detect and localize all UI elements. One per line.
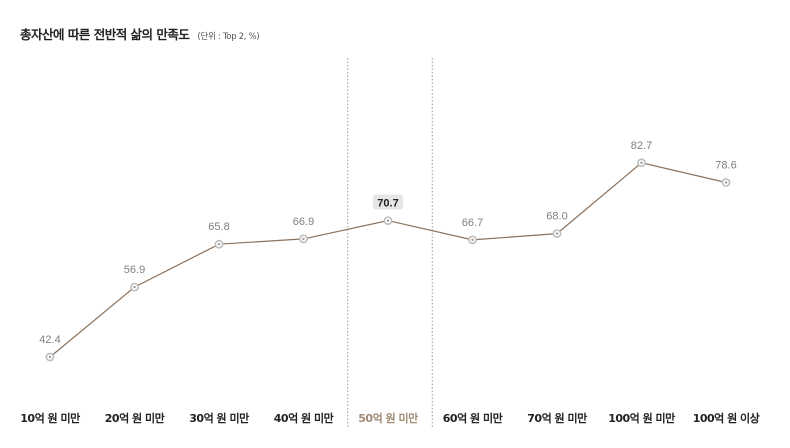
value-label: 56.9 (124, 264, 145, 276)
chart-header: 총자산에 따른 전반적 삶의 만족도 (단위 : Top 2, %) (20, 24, 260, 43)
highlight-label-bg (373, 194, 403, 210)
category-label: 20억 원 미만 (105, 411, 165, 425)
value-label: 66.7 (462, 217, 483, 229)
category-label: 100억 원 미만 (608, 411, 675, 425)
data-point-center (133, 285, 136, 289)
value-label: 66.9 (293, 216, 314, 228)
category-label: 10억 원 미만 (20, 411, 80, 425)
category-label: 30억 원 미만 (189, 411, 249, 425)
category-label: 40억 원 미만 (274, 411, 334, 425)
data-point-center (640, 161, 643, 164)
value-label: 82.7 (631, 140, 652, 152)
category-label: 50억 원 미만 (358, 411, 418, 425)
data-point-center (302, 237, 305, 241)
value-label: 78.6 (715, 160, 736, 172)
data-point-center (48, 355, 52, 359)
chart-title: 총자산에 따른 전반적 삶의 만족도 (20, 27, 190, 42)
value-label: 65.8 (208, 221, 229, 233)
data-point-center (217, 243, 221, 246)
category-label: 100억 원 이상 (693, 411, 760, 425)
data-point-center (555, 232, 559, 235)
series-line (49, 162, 727, 358)
chart-unit-note: (단위 : Top 2, %) (197, 32, 260, 42)
value-label: 68.0 (546, 211, 567, 223)
category-label: 60억 원 미만 (443, 411, 503, 425)
value-label: 70.7 (377, 198, 398, 210)
data-point-center (386, 219, 390, 222)
data-point-center (471, 238, 474, 242)
category-label: 70억 원 미만 (527, 411, 587, 425)
data-point-center (724, 181, 728, 184)
value-label: 42.4 (39, 334, 60, 346)
